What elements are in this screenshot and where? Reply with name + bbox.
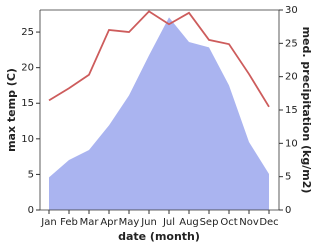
x-tick-label: Sep	[200, 217, 219, 228]
x-tick-label: Apr	[100, 217, 118, 228]
x-tick-label: Oct	[220, 217, 237, 228]
y-tick-label: 10	[21, 134, 34, 145]
y-axis-label: max temp (C)	[5, 68, 18, 152]
y-tick-label: 0	[28, 205, 34, 216]
y-tick-label: 25	[21, 27, 34, 38]
x-tick-label: Mar	[80, 217, 100, 228]
x-tick-label: Jun	[140, 217, 157, 228]
y2-tick-label: 30	[285, 5, 298, 16]
temp-line	[48, 10, 270, 108]
x-axis-label: date (month)	[118, 230, 200, 243]
y2-axis-label: med. precipitation (kg/m2)	[300, 27, 313, 194]
y2-tick-label: 25	[285, 38, 298, 49]
x-tick-label: May	[119, 217, 140, 228]
y-tick-label: 15	[21, 98, 34, 109]
y2-tick-label: 15	[285, 105, 298, 116]
y-tick-label: 5	[28, 169, 34, 180]
x-tick-label: Nov	[239, 217, 259, 228]
precip-area	[49, 17, 269, 211]
x-tick-label: Jan	[40, 217, 56, 228]
y2-tick-label: 20	[285, 72, 298, 83]
y-tick-label: 20	[21, 63, 34, 74]
y2-tick-label: 0	[285, 205, 291, 216]
y2-tick-label: 5	[285, 172, 291, 183]
x-tick-label: Feb	[60, 217, 78, 228]
x-tick-label: Jul	[162, 217, 175, 228]
y2-tick-label: 10	[285, 138, 298, 149]
x-tick-label: Aug	[179, 217, 199, 228]
x-tick-label: Dec	[259, 217, 278, 228]
